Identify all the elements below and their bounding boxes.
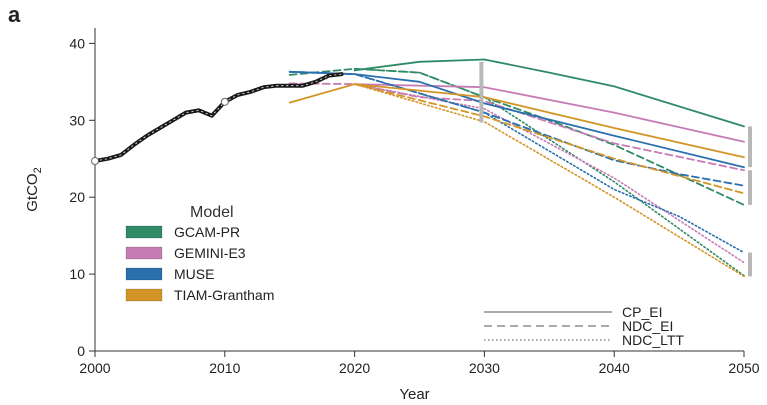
legend-label-ndc-ltt: NDC_LTT xyxy=(622,332,684,348)
model-legend: Model GCAM-PR GEMINI-E3 MUSE TIAM-Grantham xyxy=(125,204,274,303)
x-tick-label: 2020 xyxy=(339,360,370,376)
model-legend-title: Model xyxy=(190,204,234,221)
series-line-gemini-e3-ndc-ei xyxy=(288,82,745,172)
historical-emissions-line xyxy=(93,72,344,163)
legend-swatch-gemini-e3 xyxy=(125,246,163,260)
y-axis-label-main: GtCO xyxy=(24,173,41,211)
legend-swatch-gcam-pr xyxy=(125,225,163,239)
y-tick-label: 10 xyxy=(69,266,85,282)
y-tick-label: 40 xyxy=(69,35,85,51)
legend-label-ndc-ei: NDC_EI xyxy=(622,318,673,334)
legend-swatch-muse xyxy=(125,267,163,281)
series-line-gcam-pr-cp-ei xyxy=(353,58,745,128)
legend-label-gcam-pr: GCAM-PR xyxy=(174,224,240,240)
x-tick-label: 2040 xyxy=(599,360,630,376)
historical-marker xyxy=(91,157,99,166)
series-line-muse-ndc-ei xyxy=(288,70,745,187)
series-line-gcam-pr-ndc-ltt xyxy=(353,68,745,277)
x-tick-label: 2000 xyxy=(79,360,110,376)
y-axis-label: GtCO2 xyxy=(24,167,44,211)
legend-label-gemini-e3: GEMINI-E3 xyxy=(174,245,246,261)
series-line-gemini-e3-ndc-ltt xyxy=(353,83,745,264)
historical-marker xyxy=(220,97,229,106)
series-line-gcam-pr-ndc-ei xyxy=(288,67,745,206)
historical-emissions-highlight xyxy=(94,73,342,162)
series-line-muse-cp-ei xyxy=(288,70,745,169)
series-line-tiam-grantham-ndc-ltt xyxy=(353,83,745,278)
y-tick-label: 20 xyxy=(69,189,85,205)
legend-label-tiam-grantham: TIAM-Grantham xyxy=(174,287,274,303)
x-tick-label: 2050 xyxy=(728,360,759,376)
y-tick-label: 0 xyxy=(77,343,85,359)
series-lines xyxy=(288,58,745,278)
series-line-tiam-grantham-ndc-ei xyxy=(353,83,745,195)
x-tick-label: 2030 xyxy=(469,360,500,376)
series-line-muse-ndc-ltt xyxy=(288,71,745,254)
historical-line xyxy=(91,72,344,166)
x-tick-label: 2010 xyxy=(209,360,240,376)
legend-label-cp-ei: CP_EI xyxy=(622,304,662,320)
panel-label: a xyxy=(8,2,21,27)
series-line-gemini-e3-cp-ei xyxy=(353,83,745,143)
y-tick-label: 30 xyxy=(69,112,85,128)
legend-label-muse: MUSE xyxy=(174,266,214,282)
legend-swatch-tiam-grantham xyxy=(125,288,163,302)
x-axis-label: Year xyxy=(399,386,429,403)
range-bars xyxy=(479,61,752,277)
series-line-tiam-grantham-cp-ei xyxy=(288,83,745,159)
y-axis-label-subscript: 2 xyxy=(32,167,44,173)
